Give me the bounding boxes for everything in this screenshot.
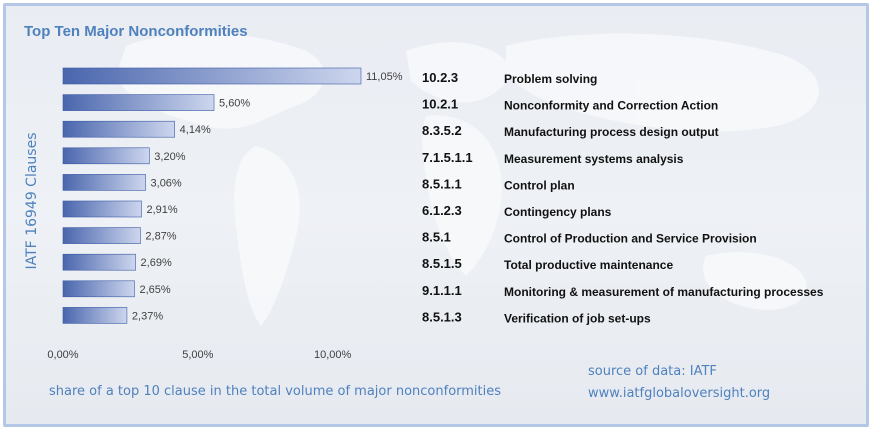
y-axis-label: IATF 16949 Clauses <box>24 133 40 270</box>
clause-code: 10.2.3 <box>422 70 458 85</box>
clause-codes: 10.2.3 10.2.1 8.3.5.2 7.1.5.1.1 8.5.1.1 6.1.2… <box>422 70 473 324</box>
clause-name: Control of Production and Service Provis… <box>504 232 757 246</box>
data-label: 2,37% <box>132 310 163 322</box>
bar <box>62 67 362 85</box>
clause-code: 8.5.1.3 <box>422 309 462 324</box>
clause-name: Manufacturing process design output <box>504 125 719 139</box>
x-axis-label: share of a top 10 clause in the total vo… <box>49 384 501 399</box>
bar <box>62 227 141 244</box>
x-axis-ticks: 0,00% 5,00% 10,00% <box>47 349 351 361</box>
data-label: 5,60% <box>219 98 250 110</box>
clause-name: Measurement systems analysis <box>504 152 684 166</box>
clause-code: 8.5.1 <box>422 230 451 245</box>
chart-panel: Top Ten Major Nonconformities IATF 16949… <box>3 3 869 427</box>
data-label: 2,69% <box>141 257 172 269</box>
clause-code: 8.5.1.5 <box>422 256 462 271</box>
data-label: 3,06% <box>151 177 182 189</box>
chart-canvas: Top Ten Major Nonconformities IATF 16949… <box>24 23 824 401</box>
clause-code: 10.2.1 <box>422 97 458 112</box>
clause-code: 9.1.1.1 <box>422 283 462 298</box>
bar <box>62 253 136 271</box>
clause-name: Problem solving <box>504 72 597 86</box>
data-label: 4,14% <box>180 124 211 136</box>
bar <box>62 200 142 218</box>
clause-code: 8.5.1.1 <box>422 176 462 191</box>
clause-name: Monitoring & measurement of manufacturin… <box>504 285 824 299</box>
bar-series <box>62 67 362 324</box>
bar <box>62 94 215 111</box>
data-label: 2,65% <box>139 284 170 296</box>
chart-title: Top Ten Major Nonconformities <box>24 23 248 40</box>
clause-names: Problem solving Nonconformity and Correct… <box>504 72 824 325</box>
data-label: 2,87% <box>145 231 176 243</box>
bar <box>62 307 128 324</box>
clause-code: 8.3.5.2 <box>422 123 462 138</box>
data-label: 3,20% <box>154 151 185 163</box>
source-label: source of data: IATF <box>588 364 717 379</box>
clause-name: Total productive maintenance <box>504 258 673 272</box>
clause-code: 6.1.2.3 <box>422 203 462 218</box>
bar <box>62 120 175 138</box>
x-tick-label: 10,00% <box>314 349 352 361</box>
data-label: 11,05% <box>366 71 403 83</box>
clause-name: Control plan <box>504 178 575 192</box>
source-url: www.iatfglobaloversight.org <box>588 386 770 401</box>
clause-name: Contingency plans <box>504 205 612 219</box>
bar <box>62 174 146 191</box>
clause-code: 7.1.5.1.1 <box>422 150 473 165</box>
x-tick-label: 0,00% <box>47 349 78 361</box>
data-labels: 11,05% 5,60% 4,14% 3,20% 3,06% 2,91% 2,87% 2,69… <box>132 71 403 322</box>
bar <box>62 280 135 298</box>
clause-name: Verification of job set-ups <box>504 311 651 325</box>
x-tick-label: 5,00% <box>182 349 213 361</box>
data-label: 2,91% <box>146 204 177 216</box>
clause-name: Nonconformity and Correction Action <box>504 99 718 113</box>
bar <box>62 147 150 165</box>
